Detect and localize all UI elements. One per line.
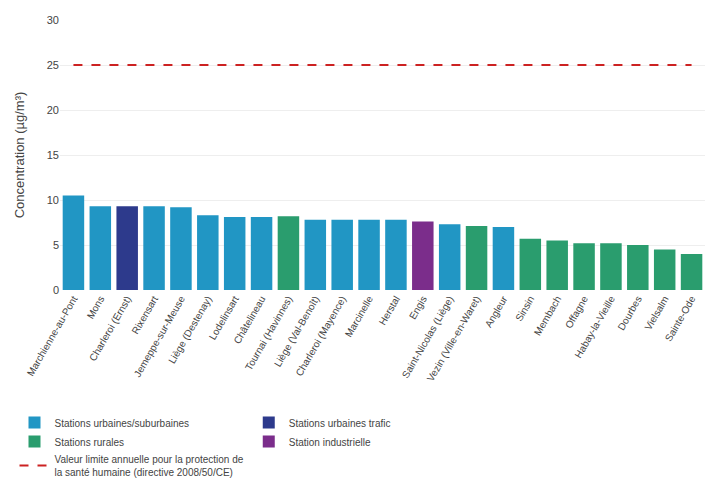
svg-text:Sainte-Ode: Sainte-Ode [663,294,698,344]
svg-text:Engis: Engis [407,294,429,321]
svg-text:Vezin (Ville-en-Waret): Vezin (Ville-en-Waret) [425,294,483,383]
svg-text:Membach: Membach [532,294,563,338]
svg-text:Sinsin: Sinsin [513,294,536,323]
svg-text:Châtelineau: Châtelineau [231,294,267,346]
svg-text:Jemeppe-sur-Meuse: Jemeppe-sur-Meuse [132,294,188,379]
svg-text:Charleroi (Mayence): Charleroi (Mayence) [293,294,348,378]
svg-text:Habay-la-Vieille: Habay-la-Vieille [573,294,618,360]
svg-text:Valeur limite annuelle pour la: Valeur limite annuelle pour la protectio… [55,454,244,478]
svg-text:Stations urbaines/suburbaines: Stations urbaines/suburbaines [55,418,190,429]
svg-text:15: 15 [47,149,59,161]
svg-text:30: 30 [47,14,59,26]
svg-text:Rixensart: Rixensart [129,294,160,336]
svg-text:Mons: Mons [85,294,107,321]
svg-text:Saint-Nicolas (Liège): Saint-Nicolas (Liège) [400,294,456,380]
svg-text:Stations rurales: Stations rurales [55,437,124,448]
svg-text:0: 0 [53,284,59,296]
svg-text:Concentration (µg/m³): Concentration (µg/m³) [12,92,27,219]
svg-text:Liège (Val-Benoît): Liège (Val-Benoît) [272,294,321,369]
svg-text:10: 10 [47,194,59,206]
svg-text:Herstal: Herstal [377,294,402,327]
svg-text:Marcinelle: Marcinelle [343,294,376,339]
svg-text:Station industrielle: Station industrielle [289,437,371,448]
svg-text:Offagne: Offagne [563,294,590,331]
svg-text:Vielsalm: Vielsalm [642,294,670,332]
svg-text:Dourbes: Dourbes [615,294,643,332]
svg-text:Lodelinsart: Lodelinsart [207,294,241,342]
svg-text:Angleur: Angleur [483,293,510,329]
svg-text:Marchienne-au-Pont: Marchienne-au-Pont [25,294,80,378]
svg-text:Stations urbaines trafic: Stations urbaines trafic [289,418,391,429]
svg-text:25: 25 [47,59,59,71]
svg-text:Charleroi (Ernst): Charleroi (Ernst) [87,294,133,363]
svg-text:5: 5 [53,239,59,251]
svg-text:Tournai (Havinnes): Tournai (Havinnes) [243,294,294,372]
svg-text:Liège (Destenay): Liège (Destenay) [166,294,214,365]
svg-text:20: 20 [47,104,59,116]
